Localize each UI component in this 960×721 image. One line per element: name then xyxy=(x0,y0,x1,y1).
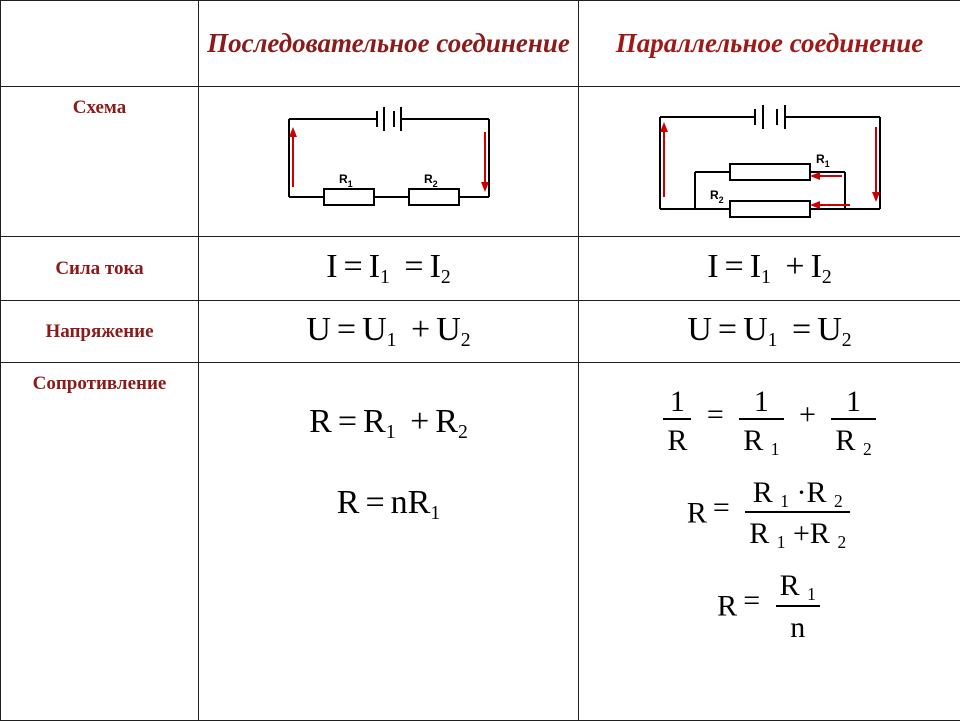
series-current: I=I1 =I2 xyxy=(199,237,579,301)
row-voltage: Напряжение U=U1 +U2 U=U1 =U2 xyxy=(1,301,960,363)
header-parallel: Параллельное соединение xyxy=(579,1,960,87)
series-resistance: R=R1 +R2 R=nR1 xyxy=(199,363,579,721)
rowlabel-resistance: Сопротивление xyxy=(1,363,199,721)
svg-text:R1: R1 xyxy=(816,152,830,169)
svg-text:R2: R2 xyxy=(424,172,438,189)
row-resistance: Сопротивление R=R1 +R2 R=nR1 1R = 1R 1 +… xyxy=(1,363,960,721)
schema-series-cell: R1 R2 xyxy=(199,87,579,237)
row-schema: Схема R1 R2 xyxy=(1,87,960,237)
series-voltage: U=U1 +U2 xyxy=(199,301,579,363)
comparison-table: Последовательное соединение Параллельное… xyxy=(0,0,960,721)
rowlabel-schema: Схема xyxy=(1,87,199,237)
row-current: Сила тока I=I1 =I2 I=I1 +I2 xyxy=(1,237,960,301)
schema-parallel-cell: R1 R2 xyxy=(579,87,960,237)
series-circuit-diagram: R1 R2 xyxy=(249,97,529,227)
header-series: Последовательное соединение xyxy=(199,1,579,87)
rowlabel-current: Сила тока xyxy=(1,237,199,301)
svg-text:R2: R2 xyxy=(710,188,724,205)
header-empty xyxy=(1,1,199,87)
parallel-current: I=I1 +I2 xyxy=(579,237,960,301)
rowlabel-voltage: Напряжение xyxy=(1,301,199,363)
svg-text:R1: R1 xyxy=(339,172,353,189)
parallel-circuit-diagram: R1 R2 xyxy=(620,97,920,227)
parallel-resistance: 1R = 1R 1 + 1R 2 R= R 1 ·R 2 R 1 +R 2 R=… xyxy=(579,363,960,721)
header-row: Последовательное соединение Параллельное… xyxy=(1,1,960,87)
parallel-voltage: U=U1 =U2 xyxy=(579,301,960,363)
